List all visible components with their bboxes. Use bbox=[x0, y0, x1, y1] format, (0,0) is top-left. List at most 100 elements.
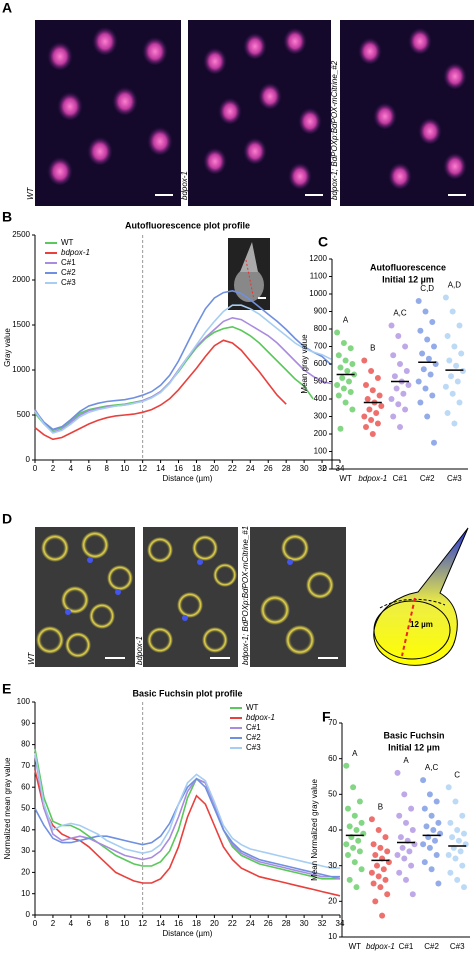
micrograph-d bbox=[35, 527, 346, 667]
y-tick-label: 0 bbox=[323, 464, 328, 473]
data-point bbox=[344, 368, 351, 374]
x-tick-label: bdpox-1 bbox=[366, 942, 395, 951]
y-axis-label: Mean Normalized gray value bbox=[310, 779, 319, 881]
x-tick-label: 20 bbox=[210, 919, 219, 928]
data-point bbox=[403, 368, 410, 374]
data-point bbox=[449, 308, 456, 315]
data-point bbox=[384, 848, 391, 855]
data-point bbox=[356, 848, 363, 855]
data-point bbox=[428, 866, 435, 873]
data-point bbox=[451, 420, 458, 427]
x-tick-label: 28 bbox=[282, 919, 291, 928]
data-point bbox=[409, 891, 416, 898]
x-tick-label: 16 bbox=[174, 919, 183, 928]
data-point bbox=[454, 378, 461, 385]
data-point bbox=[428, 812, 435, 819]
data-point bbox=[350, 784, 357, 791]
data-point bbox=[447, 819, 454, 826]
y-axis-label: Gray value bbox=[3, 328, 12, 367]
panel-letter: A bbox=[2, 0, 12, 16]
data-point bbox=[343, 841, 350, 848]
significance-letter: A,C bbox=[393, 309, 407, 318]
data-point bbox=[349, 361, 356, 367]
data-point bbox=[370, 880, 377, 887]
data-point bbox=[432, 837, 438, 844]
chart-subtitle: Initial 12 µm bbox=[388, 742, 440, 752]
significance-letter: A bbox=[403, 756, 409, 765]
y-tick-label: 0 bbox=[26, 455, 31, 464]
significance-letter: C,D bbox=[420, 284, 434, 293]
data-point bbox=[401, 791, 408, 798]
image-label: WT bbox=[27, 651, 36, 665]
significance-letter: B bbox=[370, 344, 375, 353]
panel-letter: F bbox=[322, 709, 331, 725]
data-point bbox=[457, 848, 464, 855]
data-point bbox=[420, 366, 427, 373]
data-point bbox=[369, 387, 376, 394]
data-point bbox=[350, 844, 357, 851]
x-tick-label: 24 bbox=[246, 464, 255, 473]
x-tick-label: 32 bbox=[318, 919, 327, 928]
data-point bbox=[390, 413, 397, 420]
chart-title: Autofluorescence bbox=[370, 262, 446, 272]
x-tick-label: 6 bbox=[87, 464, 92, 473]
data-point bbox=[429, 392, 436, 399]
data-point bbox=[396, 812, 403, 819]
data-point bbox=[395, 401, 402, 408]
data-point bbox=[390, 352, 397, 359]
significance-letter: B bbox=[378, 802, 383, 811]
data-point bbox=[356, 798, 363, 805]
image-label: bdpox-1 bbox=[180, 171, 189, 200]
data-point bbox=[415, 298, 422, 304]
x-tick-label: bdpox-1 bbox=[358, 474, 387, 483]
data-point bbox=[379, 912, 386, 919]
data-point bbox=[382, 876, 389, 883]
y-tick-label: 40 bbox=[21, 825, 30, 834]
data-point bbox=[340, 385, 347, 392]
x-tick-label: 18 bbox=[192, 919, 201, 928]
data-point bbox=[375, 873, 382, 880]
data-point bbox=[444, 333, 451, 339]
data-point bbox=[430, 827, 437, 833]
data-point bbox=[346, 378, 352, 385]
data-point bbox=[455, 837, 462, 844]
data-point bbox=[351, 812, 358, 819]
series-line bbox=[34, 748, 340, 880]
legend-label: WT bbox=[61, 238, 74, 247]
data-point bbox=[358, 819, 365, 826]
data-point bbox=[355, 837, 362, 844]
x-tick-label: 30 bbox=[300, 919, 309, 928]
data-point bbox=[346, 876, 353, 883]
data-point bbox=[459, 812, 466, 819]
data-point bbox=[461, 884, 467, 891]
data-point bbox=[334, 329, 341, 336]
data-point bbox=[346, 823, 353, 830]
significance-letter: A bbox=[352, 749, 358, 758]
y-tick-label: 700 bbox=[314, 342, 328, 351]
data-point bbox=[334, 382, 341, 388]
data-point bbox=[395, 333, 402, 339]
series-line bbox=[34, 752, 340, 869]
x-tick-label: 20 bbox=[210, 464, 219, 473]
data-point bbox=[452, 855, 459, 862]
x-tick-label: 24 bbox=[246, 919, 255, 928]
data-point bbox=[388, 396, 395, 402]
significance-letter: A,C bbox=[425, 763, 439, 772]
y-tick-label: 300 bbox=[314, 412, 328, 421]
data-point bbox=[366, 406, 373, 413]
image-label: bdpox-1 bbox=[135, 636, 144, 665]
data-point bbox=[400, 390, 407, 397]
x-tick-label: 10 bbox=[120, 464, 129, 473]
x-tick-label: 14 bbox=[156, 919, 165, 928]
data-point bbox=[358, 866, 365, 873]
data-point bbox=[377, 884, 384, 891]
data-point bbox=[445, 851, 452, 858]
data-point bbox=[417, 327, 424, 334]
legend-label: C#1 bbox=[246, 723, 261, 732]
x-tick-label: 2 bbox=[51, 464, 56, 473]
data-point bbox=[447, 869, 454, 876]
x-tick-label: 16 bbox=[174, 464, 183, 473]
x-tick-label: 8 bbox=[105, 464, 110, 473]
data-point bbox=[370, 841, 377, 848]
data-point bbox=[373, 410, 380, 416]
